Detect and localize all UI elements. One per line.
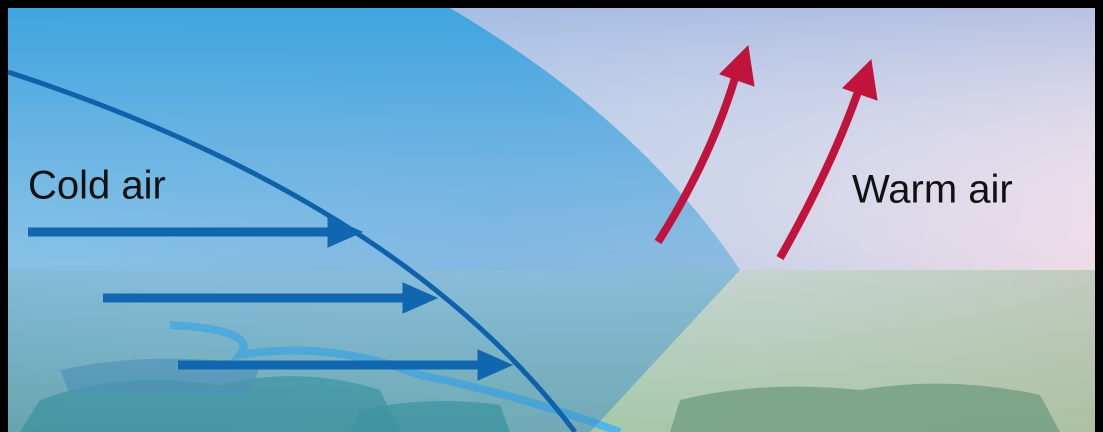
arrow-head [402,282,439,314]
cold-air-label: Cold air [28,164,166,208]
warm-arrows [654,44,878,260]
arrow-head [327,216,364,248]
arrow-head [719,44,755,87]
warm-air-label: Warm air [852,168,1013,212]
arrow-head [842,58,878,101]
arrow-shaft [776,90,862,260]
arrow-shaft [654,76,739,245]
arrow-head [477,349,514,381]
forest [670,383,1060,432]
scene: Cold air Warm air [7,8,1095,432]
cold-arrows [28,216,514,381]
cold-air-mass [8,8,740,432]
